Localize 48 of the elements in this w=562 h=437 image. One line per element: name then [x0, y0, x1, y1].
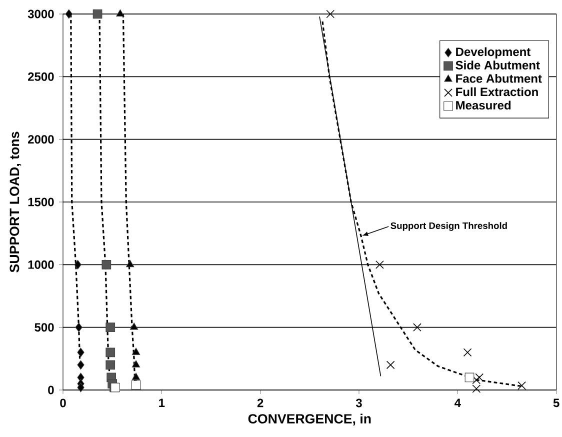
annotation: Support Design Threshold: [390, 222, 507, 231]
point: [116, 9, 124, 16]
legend-label: Full Extraction: [456, 87, 538, 96]
point: [413, 323, 422, 332]
point: [75, 322, 82, 332]
point: [472, 376, 481, 384]
point: [132, 348, 140, 355]
y-tick-label: 1000: [28, 260, 54, 269]
y-tick-label: 2500: [28, 72, 54, 81]
point: [132, 372, 140, 380]
point: [131, 380, 141, 390]
x-tick-label: 3: [356, 398, 362, 408]
point: [92, 9, 102, 19]
point: [77, 348, 84, 358]
point: [77, 382, 84, 392]
x-tick-label: 1: [159, 398, 165, 407]
point: [77, 360, 84, 370]
point: [475, 373, 484, 382]
y-tick-label: 500: [34, 323, 54, 332]
x-tick-label: 0: [60, 398, 66, 408]
point: [326, 10, 335, 18]
y-axis-title: SUPPORT LOAD, tons: [10, 132, 22, 272]
x-tick-label: 4: [454, 398, 461, 407]
legend-label: Face Abutment: [456, 74, 542, 83]
y-tick-label: 1500: [28, 198, 54, 206]
point: [65, 9, 72, 19]
point: [106, 348, 116, 358]
point: [463, 348, 472, 357]
point: [472, 384, 481, 393]
legend-label: Development: [456, 47, 531, 58]
point: [126, 260, 134, 268]
x-axis-title: CONVERGENCE, in: [248, 414, 371, 426]
y-tick-label: 3000: [28, 10, 54, 18]
point: [106, 360, 116, 370]
legend-label: Side Abutment: [456, 60, 540, 70]
point: [130, 322, 138, 330]
y-tick-label: 2000: [28, 135, 54, 144]
legend-label: Measured: [456, 100, 511, 110]
point: [376, 260, 384, 269]
point: [102, 260, 112, 270]
point: [74, 260, 82, 270]
point: [132, 360, 140, 368]
point: [386, 360, 395, 370]
x-tick-label: 2: [257, 398, 264, 408]
x-tick-label: 5: [553, 398, 560, 408]
point: [518, 381, 526, 390]
point: [106, 322, 116, 332]
y-tick-label: 0: [48, 386, 54, 394]
